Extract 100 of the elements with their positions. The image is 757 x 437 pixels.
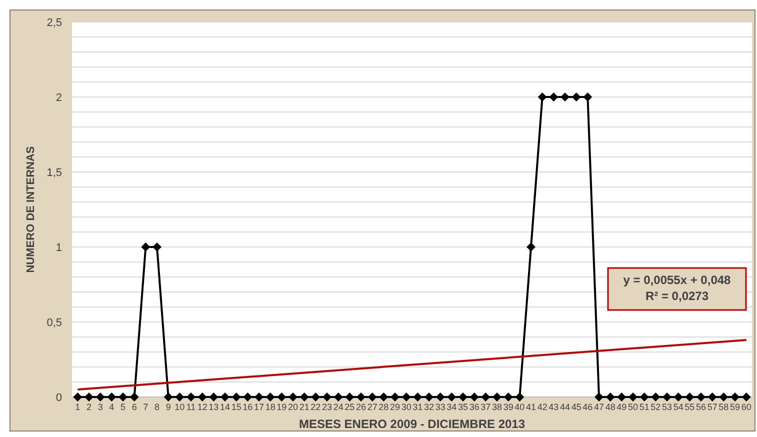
x-tick-label: 22 — [310, 402, 321, 412]
point — [186, 392, 196, 402]
x-tick-label: 39 — [503, 402, 514, 412]
x-tick-label: 55 — [684, 402, 695, 412]
x-tick-label: 12 — [197, 402, 208, 412]
x-tick-label: 36 — [469, 402, 480, 412]
x-tick-label: 38 — [492, 402, 502, 412]
point — [617, 392, 626, 402]
x-tick-label: 6 — [132, 402, 137, 412]
point — [492, 392, 502, 402]
x-tick-label: 41 — [526, 402, 536, 412]
point — [402, 392, 411, 402]
point — [118, 392, 128, 402]
point — [662, 392, 672, 402]
y-tick-label: 2 — [56, 92, 62, 104]
point — [594, 392, 604, 402]
x-tick-label: 24 — [333, 402, 344, 412]
x-tick-label: 60 — [741, 402, 752, 412]
point — [696, 392, 706, 402]
x-tick-label: 46 — [582, 402, 593, 412]
x-tick-label: 5 — [120, 402, 126, 412]
x-tick-label: 29 — [390, 402, 400, 412]
x-tick-label: 20 — [288, 402, 298, 412]
y-tick-label: 0 — [56, 392, 62, 404]
point — [719, 392, 728, 402]
x-tick-label: 47 — [594, 402, 604, 412]
point — [209, 392, 218, 402]
point — [481, 392, 490, 402]
point — [356, 392, 366, 402]
x-tick-label: 17 — [254, 402, 264, 412]
y-tick-label: 1 — [56, 242, 62, 254]
x-tick-label: 1 — [75, 402, 80, 412]
x-tick-label: 48 — [605, 402, 616, 412]
point — [583, 92, 592, 102]
x-tick-label: 8 — [154, 402, 160, 412]
point — [640, 392, 649, 402]
point — [606, 392, 615, 402]
point — [164, 392, 173, 402]
x-tick-label: 33 — [435, 402, 446, 412]
point — [73, 392, 82, 402]
x-tick-label: 11 — [186, 402, 196, 412]
point — [538, 92, 547, 102]
point — [560, 92, 570, 102]
point — [742, 392, 751, 402]
x-tick-label: 58 — [718, 402, 729, 412]
x-tick-label: 53 — [662, 402, 672, 412]
point — [436, 392, 445, 402]
x-tick-label: 50 — [628, 402, 638, 412]
point — [458, 392, 468, 402]
x-tick-label: 15 — [231, 402, 242, 412]
x-tick-label: 35 — [458, 402, 468, 412]
y-tick-label: 2,5 — [46, 16, 62, 29]
x-tick-label: 30 — [401, 402, 412, 412]
point — [152, 242, 162, 252]
x-tick-label: 23 — [322, 402, 332, 412]
x-tick-label: 16 — [242, 402, 253, 412]
x-tick-label: 51 — [639, 402, 650, 412]
annotation: R² = 0,0273 — [645, 289, 709, 303]
point — [96, 392, 105, 402]
x-tick-label: 10 — [174, 402, 185, 412]
x-tick-label: 3 — [98, 402, 103, 412]
x-tick-label: 43 — [548, 402, 559, 412]
point — [674, 392, 683, 402]
x-tick-label: 56 — [696, 402, 706, 412]
point — [232, 392, 241, 402]
point — [107, 392, 116, 402]
x-tick-label: 26 — [356, 402, 366, 412]
y-axis-title: NUMERO DE INTERNAS — [25, 146, 37, 273]
x-tick-label: 19 — [276, 402, 287, 412]
point — [345, 392, 354, 402]
annotation: y = 0,0055x + 0,048 — [623, 273, 732, 287]
point — [549, 92, 558, 102]
x-axis-title: MESES ENERO 2009 - DICIEMBRE 2013 — [298, 417, 526, 431]
point — [572, 92, 581, 102]
x-tick-label: 54 — [673, 402, 684, 412]
x-tick-label: 9 — [166, 402, 171, 412]
x-tick-label: 52 — [650, 402, 661, 412]
x-tick-label: 59 — [730, 402, 740, 412]
point — [243, 392, 252, 402]
point — [685, 392, 694, 402]
x-tick-label: 18 — [265, 402, 276, 412]
x-tick-label: 25 — [344, 402, 355, 412]
x-tick-label: 2 — [86, 402, 92, 412]
point — [413, 392, 422, 402]
point — [515, 392, 524, 402]
y-tick-label: 1,5 — [46, 166, 62, 179]
x-tick-label: 14 — [220, 402, 230, 412]
x-tick-label: 57 — [707, 402, 718, 412]
x-tick-label: 40 — [514, 402, 525, 412]
point — [84, 392, 94, 402]
x-tick-label: 44 — [560, 402, 570, 412]
point — [277, 392, 286, 402]
point — [447, 392, 456, 402]
point — [334, 392, 343, 402]
point — [130, 392, 139, 402]
point — [198, 392, 207, 402]
point — [311, 392, 320, 402]
x-tick-label: 45 — [571, 402, 582, 412]
point — [288, 392, 298, 402]
x-tick-label: 32 — [424, 402, 434, 412]
